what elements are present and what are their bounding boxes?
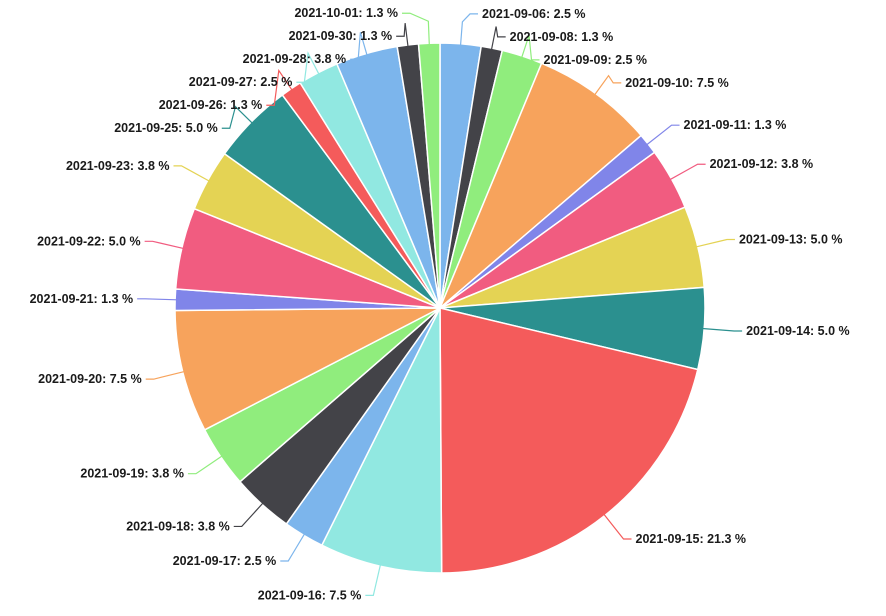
slice-label-2021-09-19: 2021-09-19: 3.8 % bbox=[80, 467, 184, 481]
leader-line-2021-09-20 bbox=[145, 370, 185, 380]
leader-line-2021-09-28 bbox=[350, 32, 368, 60]
slice-label-2021-09-22: 2021-09-22: 5.0 % bbox=[37, 234, 141, 248]
slice-label-2021-09-06: 2021-09-06: 2.5 % bbox=[482, 7, 586, 21]
slice-label-2021-09-14: 2021-09-14: 5.0 % bbox=[746, 324, 850, 338]
slice-label-2021-09-20: 2021-09-20: 7.5 % bbox=[38, 372, 142, 386]
pie-leader-lines bbox=[137, 12, 743, 596]
leader-line-2021-10-01 bbox=[402, 12, 430, 46]
slice-label-2021-09-23: 2021-09-23: 3.8 % bbox=[66, 159, 170, 173]
slice-label-2021-09-13: 2021-09-13: 5.0 % bbox=[739, 233, 843, 247]
leader-line-2021-09-06 bbox=[459, 13, 478, 46]
leader-line-2021-09-12 bbox=[669, 163, 706, 181]
slice-label-2021-09-25: 2021-09-25: 5.0 % bbox=[114, 121, 218, 135]
leader-line-2021-09-10 bbox=[593, 74, 622, 96]
leader-line-2021-09-08 bbox=[490, 26, 506, 51]
slice-label-2021-09-18: 2021-09-18: 3.8 % bbox=[126, 519, 230, 533]
leader-line-2021-09-17 bbox=[280, 533, 306, 562]
leader-line-2021-09-30 bbox=[396, 23, 409, 48]
leader-line-2021-09-25 bbox=[221, 105, 254, 129]
slice-label-2021-09-09: 2021-09-09: 2.5 % bbox=[544, 53, 648, 67]
leader-line-2021-09-15 bbox=[603, 513, 632, 540]
leader-line-2021-09-16 bbox=[365, 564, 382, 596]
slice-label-2021-09-21: 2021-09-21: 1.3 % bbox=[30, 292, 134, 306]
slice-label-2021-09-12: 2021-09-12: 3.8 % bbox=[710, 157, 814, 171]
leader-line-2021-09-18 bbox=[233, 502, 264, 528]
leader-line-2021-09-21 bbox=[137, 298, 178, 301]
slice-label-2021-09-11: 2021-09-11: 1.3 % bbox=[684, 118, 787, 132]
slice-label-2021-10-01: 2021-10-01: 1.3 % bbox=[294, 6, 398, 20]
slice-label-2021-09-27: 2021-09-27: 2.5 % bbox=[189, 75, 293, 89]
slice-label-2021-09-26: 2021-09-26: 1.3 % bbox=[159, 98, 263, 112]
slice-label-2021-09-17: 2021-09-17: 2.5 % bbox=[173, 554, 277, 568]
leader-line-2021-09-19 bbox=[187, 455, 223, 475]
slice-label-2021-09-10: 2021-09-10: 7.5 % bbox=[625, 76, 729, 90]
slice-label-2021-09-08: 2021-09-08: 1.3 % bbox=[510, 30, 614, 44]
leader-line-2021-09-09 bbox=[521, 34, 540, 61]
leader-line-2021-09-11 bbox=[646, 124, 680, 146]
leader-line-2021-09-22 bbox=[144, 240, 184, 250]
slice-label-2021-09-16: 2021-09-16: 7.5 % bbox=[258, 588, 362, 602]
leader-line-2021-09-27 bbox=[296, 51, 320, 83]
pie-slices bbox=[174, 42, 706, 574]
leader-line-2021-09-26 bbox=[266, 68, 293, 106]
pie-labels: 2021-09-06: 2.5 % 2021-09-08: 1.3 % 2021-0… bbox=[30, 6, 850, 602]
slice-label-2021-09-30: 2021-09-30: 1.3 % bbox=[289, 29, 393, 43]
leader-line-2021-09-14 bbox=[702, 327, 743, 332]
slice-label-2021-09-15: 2021-09-15: 21.3 % bbox=[636, 532, 747, 546]
leader-line-2021-09-23 bbox=[173, 165, 210, 182]
slice-label-2021-09-28: 2021-09-28: 3.8 % bbox=[243, 52, 347, 66]
leader-line-2021-09-13 bbox=[695, 238, 735, 248]
